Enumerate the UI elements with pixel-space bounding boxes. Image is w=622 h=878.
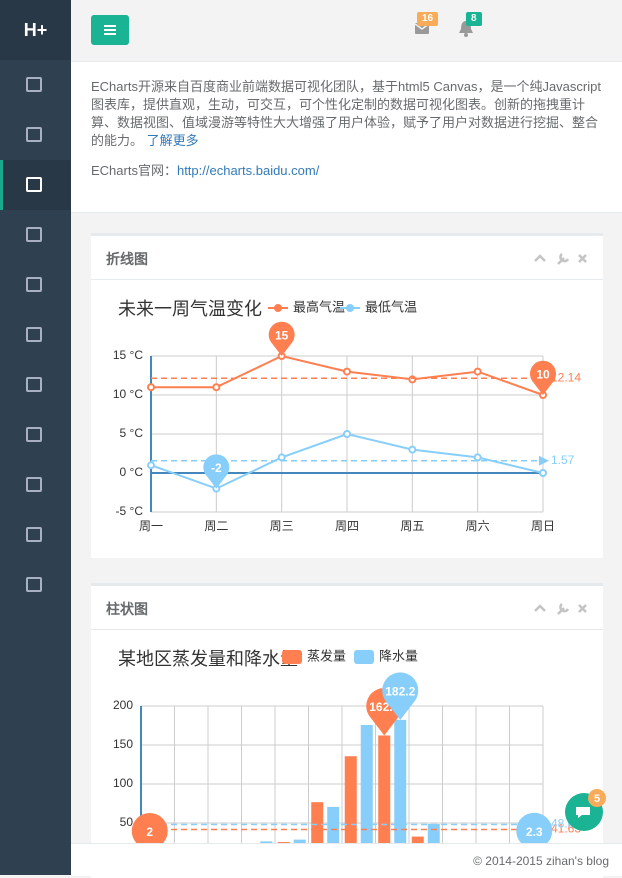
data-point	[147, 383, 155, 392]
x-tick-label: 周三	[270, 519, 294, 533]
chat-button[interactable]: 5	[560, 786, 612, 836]
y-tick-label: 10 °C	[113, 387, 143, 401]
data-point	[212, 383, 221, 392]
panel-tools[interactable]	[531, 600, 591, 616]
panel-header: 折线图	[91, 236, 603, 280]
legend-label: 蒸发量	[307, 648, 346, 663]
menu-item-icon[interactable]	[26, 77, 42, 92]
intro-paragraph: ECharts开源来自百度商业前端数据可视化团队，基于html5 Canvas，…	[91, 78, 601, 150]
active-marker	[0, 160, 3, 210]
legend-symbol	[354, 650, 374, 664]
y-tick-label: 50	[120, 815, 134, 829]
menu-item-icon[interactable]	[26, 377, 42, 392]
chart-title: 未来一周气温变化	[118, 299, 262, 320]
mark-pin	[203, 454, 230, 489]
bar	[378, 735, 391, 862]
footer: © 2014-2015 zihan's blog	[71, 843, 622, 876]
data-point	[408, 445, 417, 454]
sidebar-menu	[0, 77, 71, 592]
menu-item-icon[interactable]	[26, 177, 42, 192]
legend-symbol	[346, 304, 354, 312]
top-bar	[71, 0, 622, 62]
y-tick-label: 5 °C	[120, 426, 144, 440]
menu-item-icon[interactable]	[26, 277, 42, 292]
average-label: 12.14	[551, 370, 581, 384]
mark-pin-label: 2.3	[526, 825, 543, 839]
legend-symbol	[282, 650, 302, 664]
x-tick-label: 周二	[204, 519, 228, 533]
mark-pin-label: -2	[211, 461, 222, 475]
data-point	[147, 461, 155, 470]
intro-section: ECharts开源来自百度商业前端数据可视化团队，基于html5 Canvas，…	[71, 62, 622, 213]
panel-tools[interactable]	[531, 250, 591, 266]
mark-pin-label: 182.2	[385, 685, 415, 699]
x-tick-label: 周日	[531, 519, 555, 533]
legend-symbol	[274, 304, 282, 312]
data-point	[473, 453, 482, 462]
chat-badge: 5	[594, 793, 600, 805]
site-link[interactable]: http://echarts.baidu.com/	[176, 163, 320, 178]
legend-label: 最低气温	[365, 299, 417, 314]
mark-pin	[268, 321, 295, 356]
copyright: © 2014-2015 zihan's blog	[473, 854, 609, 868]
y-tick-label: 200	[113, 698, 133, 712]
site-label: ECharts官网：	[91, 163, 177, 178]
y-tick-label: -5 °C	[116, 504, 144, 518]
legend-label: 降水量	[379, 648, 418, 663]
panel-header: 柱状图	[91, 586, 603, 630]
y-tick-label: 15 °C	[113, 348, 143, 362]
logo[interactable]: H+	[0, 0, 71, 60]
panel-title: 柱状图	[106, 601, 148, 617]
x-tick-label: 周四	[335, 519, 359, 533]
menu-item-icon[interactable]	[26, 327, 42, 342]
active-item	[0, 160, 71, 210]
y-tick-label: 150	[113, 737, 133, 751]
bar	[360, 725, 373, 862]
menu-item-icon[interactable]	[26, 527, 42, 542]
panel-title: 折线图	[106, 251, 148, 267]
menu-item-icon[interactable]	[26, 427, 42, 442]
data-point	[277, 453, 286, 462]
mark-pin-label: 15	[275, 328, 289, 342]
intro-text: ECharts开源来自百度商业前端数据可视化团队，基于html5 Canvas，…	[91, 79, 601, 148]
x-tick-label: 周五	[400, 519, 424, 533]
y-tick-label: 0 °C	[120, 465, 144, 479]
more-link[interactable]: 了解更多	[146, 133, 199, 148]
bell-badge: 8	[466, 12, 482, 26]
menu-icon	[104, 25, 116, 35]
data-point	[539, 469, 547, 477]
mark-pin	[382, 672, 419, 720]
data-point	[473, 367, 482, 376]
menu-item-icon[interactable]	[26, 227, 42, 242]
menu-item-icon[interactable]	[26, 127, 42, 142]
legend-label: 最高气温	[293, 299, 345, 314]
mark-pin-label: 10	[536, 367, 550, 381]
mark-pin-label: 2	[146, 825, 153, 839]
y-tick-label: 100	[113, 776, 133, 790]
bar	[344, 756, 357, 862]
bar	[394, 719, 407, 862]
chart-title: 某地区蒸发量和降水量	[118, 649, 298, 670]
site-line: ECharts官网：http://echarts.baidu.com/	[91, 162, 601, 180]
data-point	[408, 375, 417, 384]
data-point	[343, 367, 351, 376]
x-tick-label: 周一	[139, 519, 163, 533]
menu-item-icon[interactable]	[26, 577, 42, 592]
mark-pin	[530, 360, 557, 395]
x-tick-label: 周六	[466, 519, 490, 533]
sidebar: H+	[0, 0, 71, 875]
menu-toggle[interactable]	[91, 15, 129, 45]
average-label: 1.57	[551, 453, 575, 467]
mail-badge: 16	[417, 12, 439, 26]
average-arrow	[539, 455, 549, 466]
data-point	[343, 430, 351, 438]
menu-item-icon[interactable]	[26, 477, 42, 492]
